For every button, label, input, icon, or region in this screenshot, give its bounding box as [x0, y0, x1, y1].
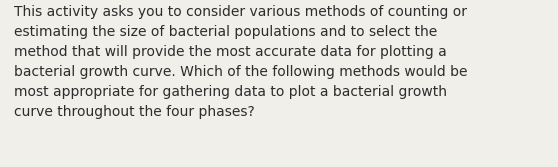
Text: This activity asks you to consider various methods of counting or
estimating the: This activity asks you to consider vario… [14, 5, 468, 119]
